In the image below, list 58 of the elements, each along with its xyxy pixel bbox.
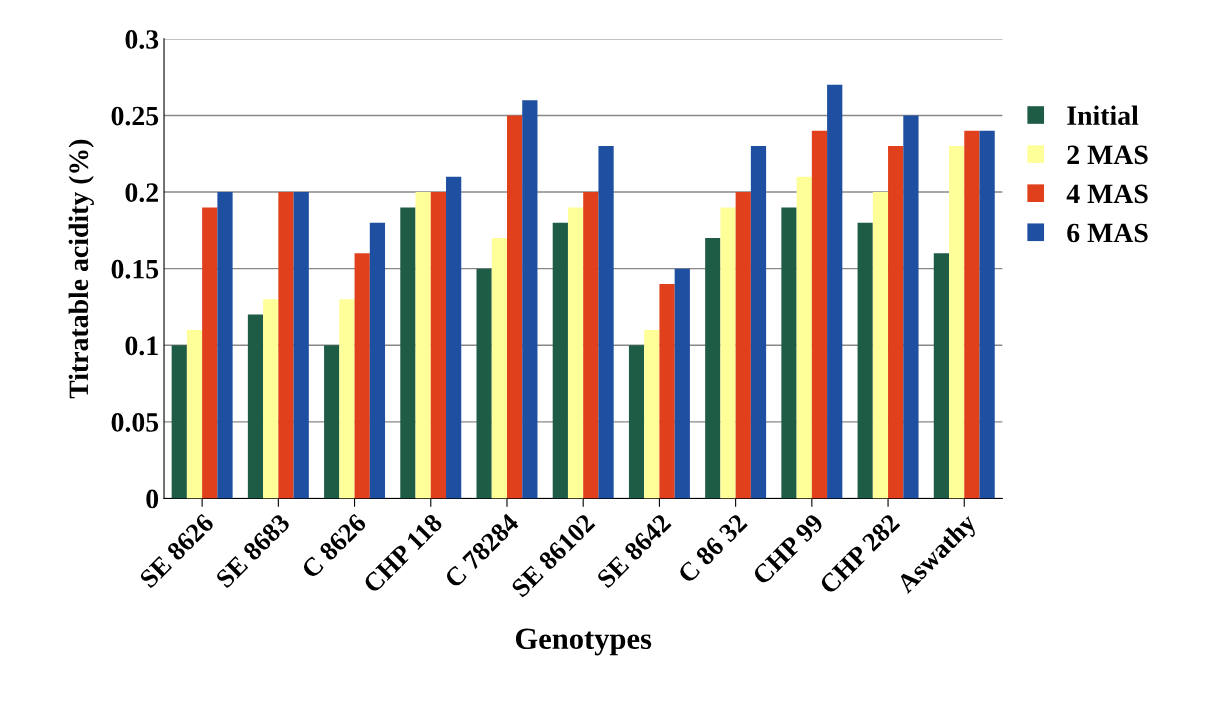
bar bbox=[888, 146, 904, 499]
bar bbox=[598, 146, 614, 499]
bar bbox=[720, 207, 736, 499]
y-tick-label: 0.3 bbox=[125, 30, 159, 49]
bar bbox=[202, 207, 218, 499]
y-tick-label: 0 bbox=[146, 489, 159, 509]
bar bbox=[522, 100, 538, 499]
bar bbox=[872, 192, 889, 499]
bar bbox=[628, 345, 645, 499]
legend-label: 6 MAS bbox=[1067, 223, 1148, 243]
bar bbox=[278, 192, 294, 499]
bar bbox=[171, 345, 187, 499]
legend-label: 2 MAS bbox=[1067, 145, 1148, 165]
bar bbox=[415, 192, 431, 499]
bar bbox=[217, 192, 233, 499]
bar bbox=[476, 268, 492, 499]
bar bbox=[369, 222, 386, 499]
bar bbox=[979, 130, 995, 499]
y-tick-label: 0.2 bbox=[125, 183, 158, 203]
bar bbox=[949, 146, 965, 499]
bar bbox=[247, 314, 264, 499]
bar bbox=[964, 130, 980, 499]
bar bbox=[186, 329, 203, 499]
bar bbox=[552, 222, 568, 499]
bar bbox=[659, 283, 675, 499]
legend-label: Initial bbox=[1067, 105, 1139, 126]
bar bbox=[781, 207, 797, 499]
bar bbox=[506, 115, 523, 499]
bar bbox=[750, 146, 767, 499]
legend-label: 4 MAS bbox=[1066, 184, 1148, 204]
y-tick-label: 0.1 bbox=[125, 336, 158, 356]
x-axis-title: Genotypes bbox=[515, 628, 652, 656]
bar bbox=[827, 84, 843, 499]
bar bbox=[339, 299, 355, 499]
bar bbox=[857, 222, 873, 499]
bar bbox=[933, 253, 950, 499]
bar bbox=[705, 238, 721, 499]
bar bbox=[324, 345, 340, 499]
bar bbox=[811, 130, 828, 499]
bar bbox=[735, 192, 751, 499]
bar bbox=[293, 192, 309, 499]
bar bbox=[263, 299, 279, 499]
x-tick-label: C 86 32 bbox=[676, 512, 748, 584]
bar bbox=[400, 207, 416, 499]
y-tick-label: 0.05 bbox=[111, 413, 159, 432]
y-axis-title: Titratable acidity (%) bbox=[68, 139, 94, 399]
bar bbox=[644, 329, 660, 499]
bar bbox=[446, 176, 462, 499]
bar bbox=[491, 238, 507, 499]
bar bbox=[567, 207, 584, 499]
bar bbox=[674, 268, 690, 499]
bar bbox=[430, 192, 447, 499]
bar bbox=[796, 176, 812, 499]
y-tick-label: 0.15 bbox=[111, 259, 159, 279]
bar bbox=[583, 192, 599, 499]
bar bbox=[354, 253, 370, 499]
bar bbox=[903, 115, 919, 499]
y-tick-label: 0.25 bbox=[111, 106, 159, 126]
